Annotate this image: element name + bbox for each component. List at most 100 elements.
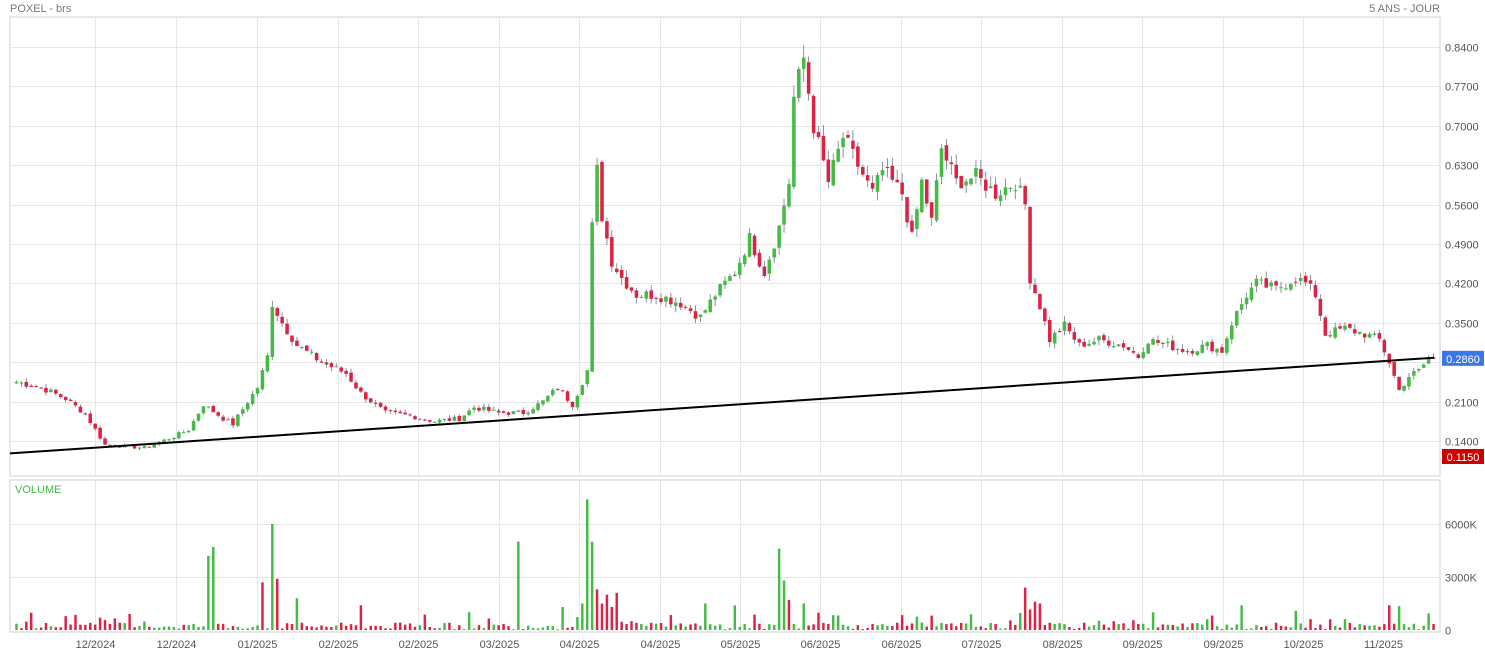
x-tick-label: 04/2025	[560, 639, 600, 651]
candle	[634, 287, 639, 304]
candle-body	[1348, 324, 1352, 328]
volume-bar	[832, 615, 835, 630]
volume-panel	[9, 479, 1441, 633]
volume-bar	[777, 548, 781, 630]
candle-body	[1367, 334, 1372, 338]
candle	[73, 400, 78, 408]
candle-body	[649, 290, 653, 299]
candle-body	[777, 225, 781, 248]
volume-bar	[1210, 615, 1214, 630]
candle	[974, 160, 978, 184]
volume-bar	[743, 623, 746, 630]
volume-bar	[1058, 623, 1061, 630]
candle	[1166, 337, 1170, 347]
volume-bar	[517, 541, 520, 630]
volume-bar	[1392, 623, 1396, 630]
candle	[491, 406, 496, 411]
volume-bar	[325, 626, 328, 630]
volume-bar	[1063, 624, 1066, 630]
volume-bar	[576, 617, 579, 630]
candle	[1234, 310, 1239, 329]
candle-body	[624, 277, 629, 289]
volume-bar	[339, 622, 343, 630]
volume-bar	[15, 623, 18, 630]
volume-bar	[635, 622, 638, 630]
candle-body	[496, 410, 501, 413]
candle-body	[1303, 275, 1308, 283]
candle	[319, 359, 324, 363]
volume-bar	[1201, 624, 1204, 630]
candle	[619, 265, 624, 285]
candle-body	[1239, 304, 1244, 310]
volume-bar	[187, 625, 190, 630]
candle-body	[1072, 332, 1077, 340]
candle	[752, 233, 757, 258]
x-tick-label: 04/2025	[641, 639, 681, 651]
volume-bar	[1417, 629, 1421, 631]
candle-body	[964, 181, 968, 186]
volume-bar	[526, 625, 530, 630]
candle	[1417, 368, 1421, 373]
candle-body	[1293, 281, 1298, 283]
candle	[949, 156, 954, 175]
volume-bar	[674, 625, 678, 630]
volume-bar	[772, 624, 776, 630]
candle	[1392, 361, 1396, 379]
candle	[1382, 338, 1387, 356]
candle	[418, 418, 422, 421]
y-tick-label: 0.2100	[1445, 398, 1479, 410]
candle	[309, 348, 314, 355]
volume-bar	[1274, 622, 1278, 630]
candle	[639, 295, 644, 299]
volume-bar	[1225, 624, 1229, 630]
candle	[98, 425, 102, 441]
volume-bar	[1122, 623, 1125, 630]
candle	[24, 378, 29, 389]
candle-body	[1087, 343, 1091, 346]
candle	[959, 175, 963, 189]
candle	[890, 157, 895, 183]
volume-bar	[335, 625, 338, 630]
candle-body	[58, 394, 63, 398]
candle-body	[78, 406, 83, 413]
candle-body	[733, 274, 737, 276]
volume-bar	[221, 623, 225, 630]
volume-bar	[1023, 587, 1027, 630]
candle	[1402, 385, 1406, 392]
candle	[551, 387, 555, 397]
volume-bar	[236, 626, 240, 630]
candle	[1269, 279, 1273, 291]
candle	[1289, 283, 1293, 292]
candle	[408, 413, 412, 417]
candle	[580, 384, 585, 396]
volume-bar	[202, 626, 205, 630]
candle-body	[147, 446, 152, 448]
candle	[1146, 342, 1150, 355]
candle-body	[1264, 278, 1269, 288]
volume-bar	[192, 623, 195, 630]
candle-body	[742, 255, 747, 265]
candle-body	[491, 409, 496, 411]
candle-body	[1392, 362, 1396, 376]
candle	[482, 403, 486, 413]
candle-body	[1028, 206, 1032, 284]
candle	[103, 436, 107, 445]
volume-bar	[256, 625, 259, 630]
volume-bar	[167, 626, 171, 630]
candle-body	[605, 221, 609, 239]
candle-body	[575, 395, 580, 408]
volume-bar	[704, 603, 707, 630]
candle	[1151, 337, 1155, 346]
candle-body	[875, 175, 880, 192]
candle-body	[93, 423, 97, 429]
candle	[757, 249, 762, 268]
volume-bar	[1097, 620, 1101, 630]
candle	[1205, 341, 1209, 351]
volume-bar	[64, 616, 67, 630]
candle	[531, 406, 535, 415]
volume-bar	[546, 625, 550, 630]
candle-body	[1298, 277, 1303, 282]
candle-body	[737, 262, 742, 275]
volume-bar	[467, 612, 471, 630]
